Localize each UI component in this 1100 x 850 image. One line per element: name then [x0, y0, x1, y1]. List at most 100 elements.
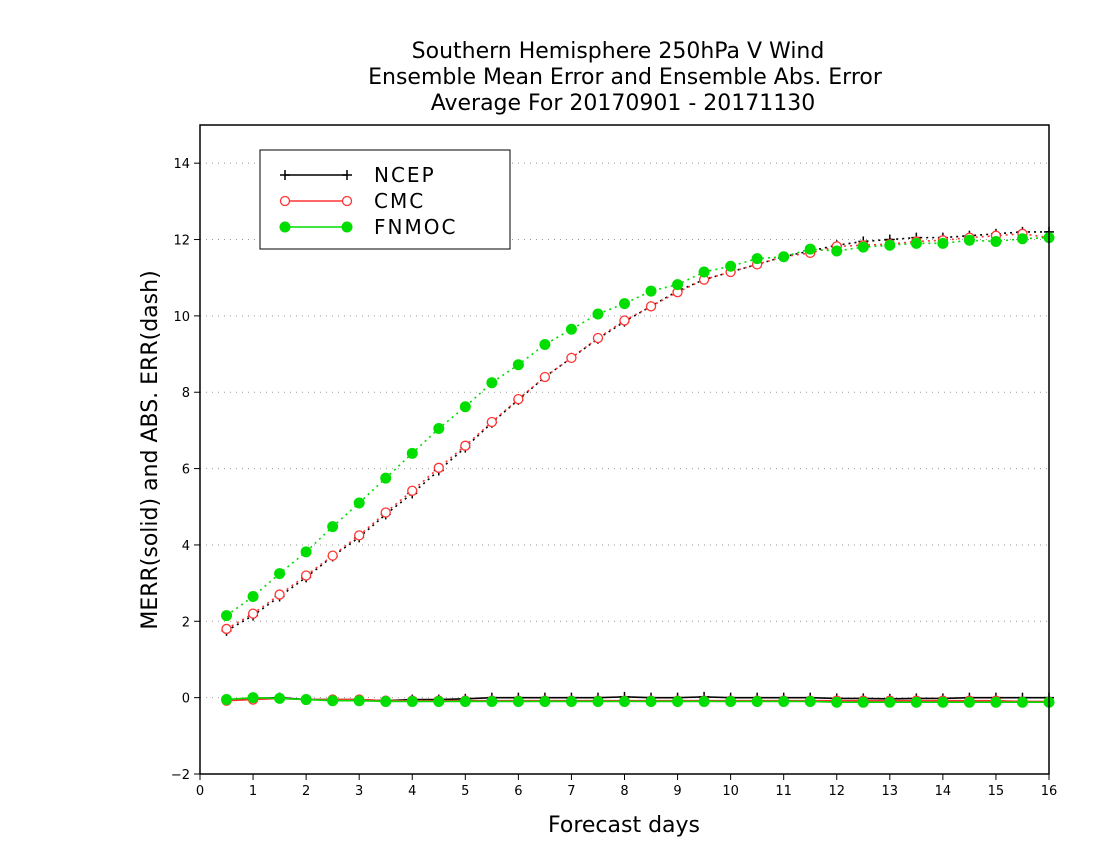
series-fnmoc-merr-point-28 [963, 696, 975, 708]
series-fnmoc-merr-point-11 [512, 695, 524, 707]
series-cmc-abs-err-point-0 [221, 623, 232, 635]
series-fnmoc-abs-err-point-30 [1016, 233, 1028, 245]
series-fnmoc-abs-err-point-28 [963, 234, 975, 246]
series-fnmoc-merr-point-15 [619, 695, 630, 707]
series-fnmoc-abs-err-point-6 [380, 472, 392, 484]
series-fnmoc-merr-point-17 [672, 695, 684, 707]
series-fnmoc-merr-point-3 [300, 694, 312, 706]
y-tick-label-0: 0 [182, 692, 190, 707]
chart-title-line-3: Average For 20170901 - 20171130 [431, 91, 816, 116]
series-fnmoc-merr-point-0 [221, 694, 233, 706]
series-fnmoc-merr-point-7 [406, 695, 418, 707]
series-fnmoc-merr-point-27 [937, 696, 949, 708]
y-axis-label: MERR(solid) and ABS. ERR(dash) [138, 270, 163, 629]
x-tick-label-13: 13 [882, 784, 899, 799]
series-fnmoc-abs-err-point-25 [884, 239, 896, 251]
series-fnmoc-abs-err-point-19 [725, 260, 737, 272]
x-tick-label-15: 15 [988, 784, 1005, 799]
legend-entry-ncep: NCEP [280, 163, 436, 187]
series-fnmoc-abs-err-point-3 [300, 546, 312, 558]
series-fnmoc-merr-point-8 [433, 695, 445, 707]
series-fnmoc-abs-err-point-20 [751, 253, 763, 265]
legend-marker-end-fnmoc [341, 221, 353, 233]
x-tick-label-10: 10 [722, 784, 739, 799]
series-fnmoc-abs-err-point-15 [619, 298, 630, 310]
chart-title-line-2: Ensemble Mean Error and Ensemble Abs. Er… [368, 65, 883, 90]
series-fnmoc-abs-err-point-1 [247, 590, 259, 602]
x-tick-label-5: 5 [461, 784, 469, 799]
legend-marker-start-ncep [280, 170, 290, 180]
series-fnmoc [221, 232, 1055, 708]
series-fnmoc-merr-point-18 [698, 695, 710, 707]
series-fnmoc-merr-point-22 [804, 695, 816, 707]
series-fnmoc-abs-err-point-22 [804, 243, 816, 255]
series-cmc-abs-err-point-9 [460, 440, 471, 451]
x-tick-label-2: 2 [302, 784, 310, 799]
series-fnmoc-merr-point-5 [353, 695, 365, 707]
series-fnmoc-merr-point-9 [459, 695, 471, 707]
series-fnmoc-merr-point-30 [1016, 696, 1028, 708]
series-fnmoc-merr-point-12 [539, 695, 551, 707]
series-fnmoc-abs-err-point-7 [406, 447, 418, 459]
y-axis: −2 0 2 4 6 8 10 12 14 [171, 157, 200, 783]
y-tick-label-8: 8 [182, 386, 190, 401]
x-tick-label-16: 16 [1041, 784, 1058, 799]
series-fnmoc-merr-point-25 [884, 696, 896, 708]
series-fnmoc-merr-point-23 [831, 696, 843, 708]
series-cmc-abs-err-point-16 [645, 301, 657, 312]
legend-marker-start-fnmoc [279, 221, 291, 233]
series-cmc [221, 228, 1055, 707]
x-tick-label-11: 11 [775, 784, 792, 799]
x-axis-label: Forecast days [548, 813, 700, 838]
series-layer [221, 226, 1055, 708]
series-cmc-abs-err-point-11 [513, 393, 524, 405]
chart-title: Southern Hemisphere 250hPa V Wind Ensemb… [368, 39, 883, 116]
y-tick-label--2: −2 [171, 768, 190, 783]
x-tick-label-0: 0 [196, 784, 204, 799]
series-cmc-abs-err-point-3 [300, 570, 312, 581]
series-fnmoc-merr-point-1 [247, 692, 259, 704]
series-fnmoc-abs-err-point-4 [327, 521, 339, 533]
series-fnmoc-merr-point-6 [380, 695, 392, 707]
x-axis: 0 1 2 3 4 5 6 7 8 9 10 11 12 13 14 15 16 [196, 774, 1057, 799]
legend-label-ncep: NCEP [374, 163, 436, 187]
x-tick-label-3: 3 [355, 784, 363, 799]
series-fnmoc-merr-point-21 [778, 695, 790, 707]
y-tick-label-14: 14 [173, 157, 190, 172]
series-fnmoc-abs-err-point-27 [937, 237, 949, 249]
series-fnmoc-merr-point-24 [857, 696, 869, 708]
series-cmc-abs-err-point-4 [327, 550, 338, 561]
series-fnmoc-merr-point-4 [327, 695, 339, 707]
series-fnmoc-merr-point-2 [274, 692, 286, 704]
series-fnmoc-abs-err-point-0 [221, 610, 233, 622]
series-cmc-abs-err-point-2 [274, 589, 285, 600]
y-tick-label-12: 12 [173, 234, 190, 249]
x-tick-label-14: 14 [935, 784, 952, 799]
series-ncep [221, 226, 1054, 706]
legend-marker-end-ncep [342, 170, 352, 180]
series-fnmoc-abs-err-point-2 [274, 568, 286, 580]
series-fnmoc-abs-err-point-26 [910, 237, 922, 249]
series-fnmoc-abs-err-point-9 [459, 401, 471, 413]
series-cmc-abs-err-point-6 [380, 507, 391, 518]
legend-box [259, 149, 511, 250]
series-fnmoc-abs-err-point-21 [778, 251, 790, 263]
series-fnmoc-merr-point-20 [751, 695, 763, 707]
chart-title-line-1: Southern Hemisphere 250hPa V Wind [412, 39, 825, 64]
legend-label-cmc: CMC [374, 189, 425, 213]
series-fnmoc-abs-err-point-8 [433, 423, 445, 435]
series-cmc-abs-err-point-1 [247, 608, 259, 619]
grid-lines [200, 162, 1049, 775]
x-tick-label-7: 7 [567, 784, 575, 799]
series-fnmoc-abs-err-point-18 [698, 266, 710, 278]
legend-marker-start-cmc [279, 195, 291, 207]
series-fnmoc-abs-err-point-14 [592, 308, 604, 320]
series-cmc-abs-err-line [226, 232, 1050, 630]
legend-marker-end-cmc [341, 195, 353, 207]
legend-entry-cmc: CMC [279, 189, 425, 213]
legend-entry-fnmoc: FNMOC [279, 215, 455, 239]
series-fnmoc-merr-point-14 [592, 695, 604, 707]
series-fnmoc-merr-point-19 [725, 695, 737, 707]
series-cmc-abs-err-point-5 [354, 530, 365, 541]
